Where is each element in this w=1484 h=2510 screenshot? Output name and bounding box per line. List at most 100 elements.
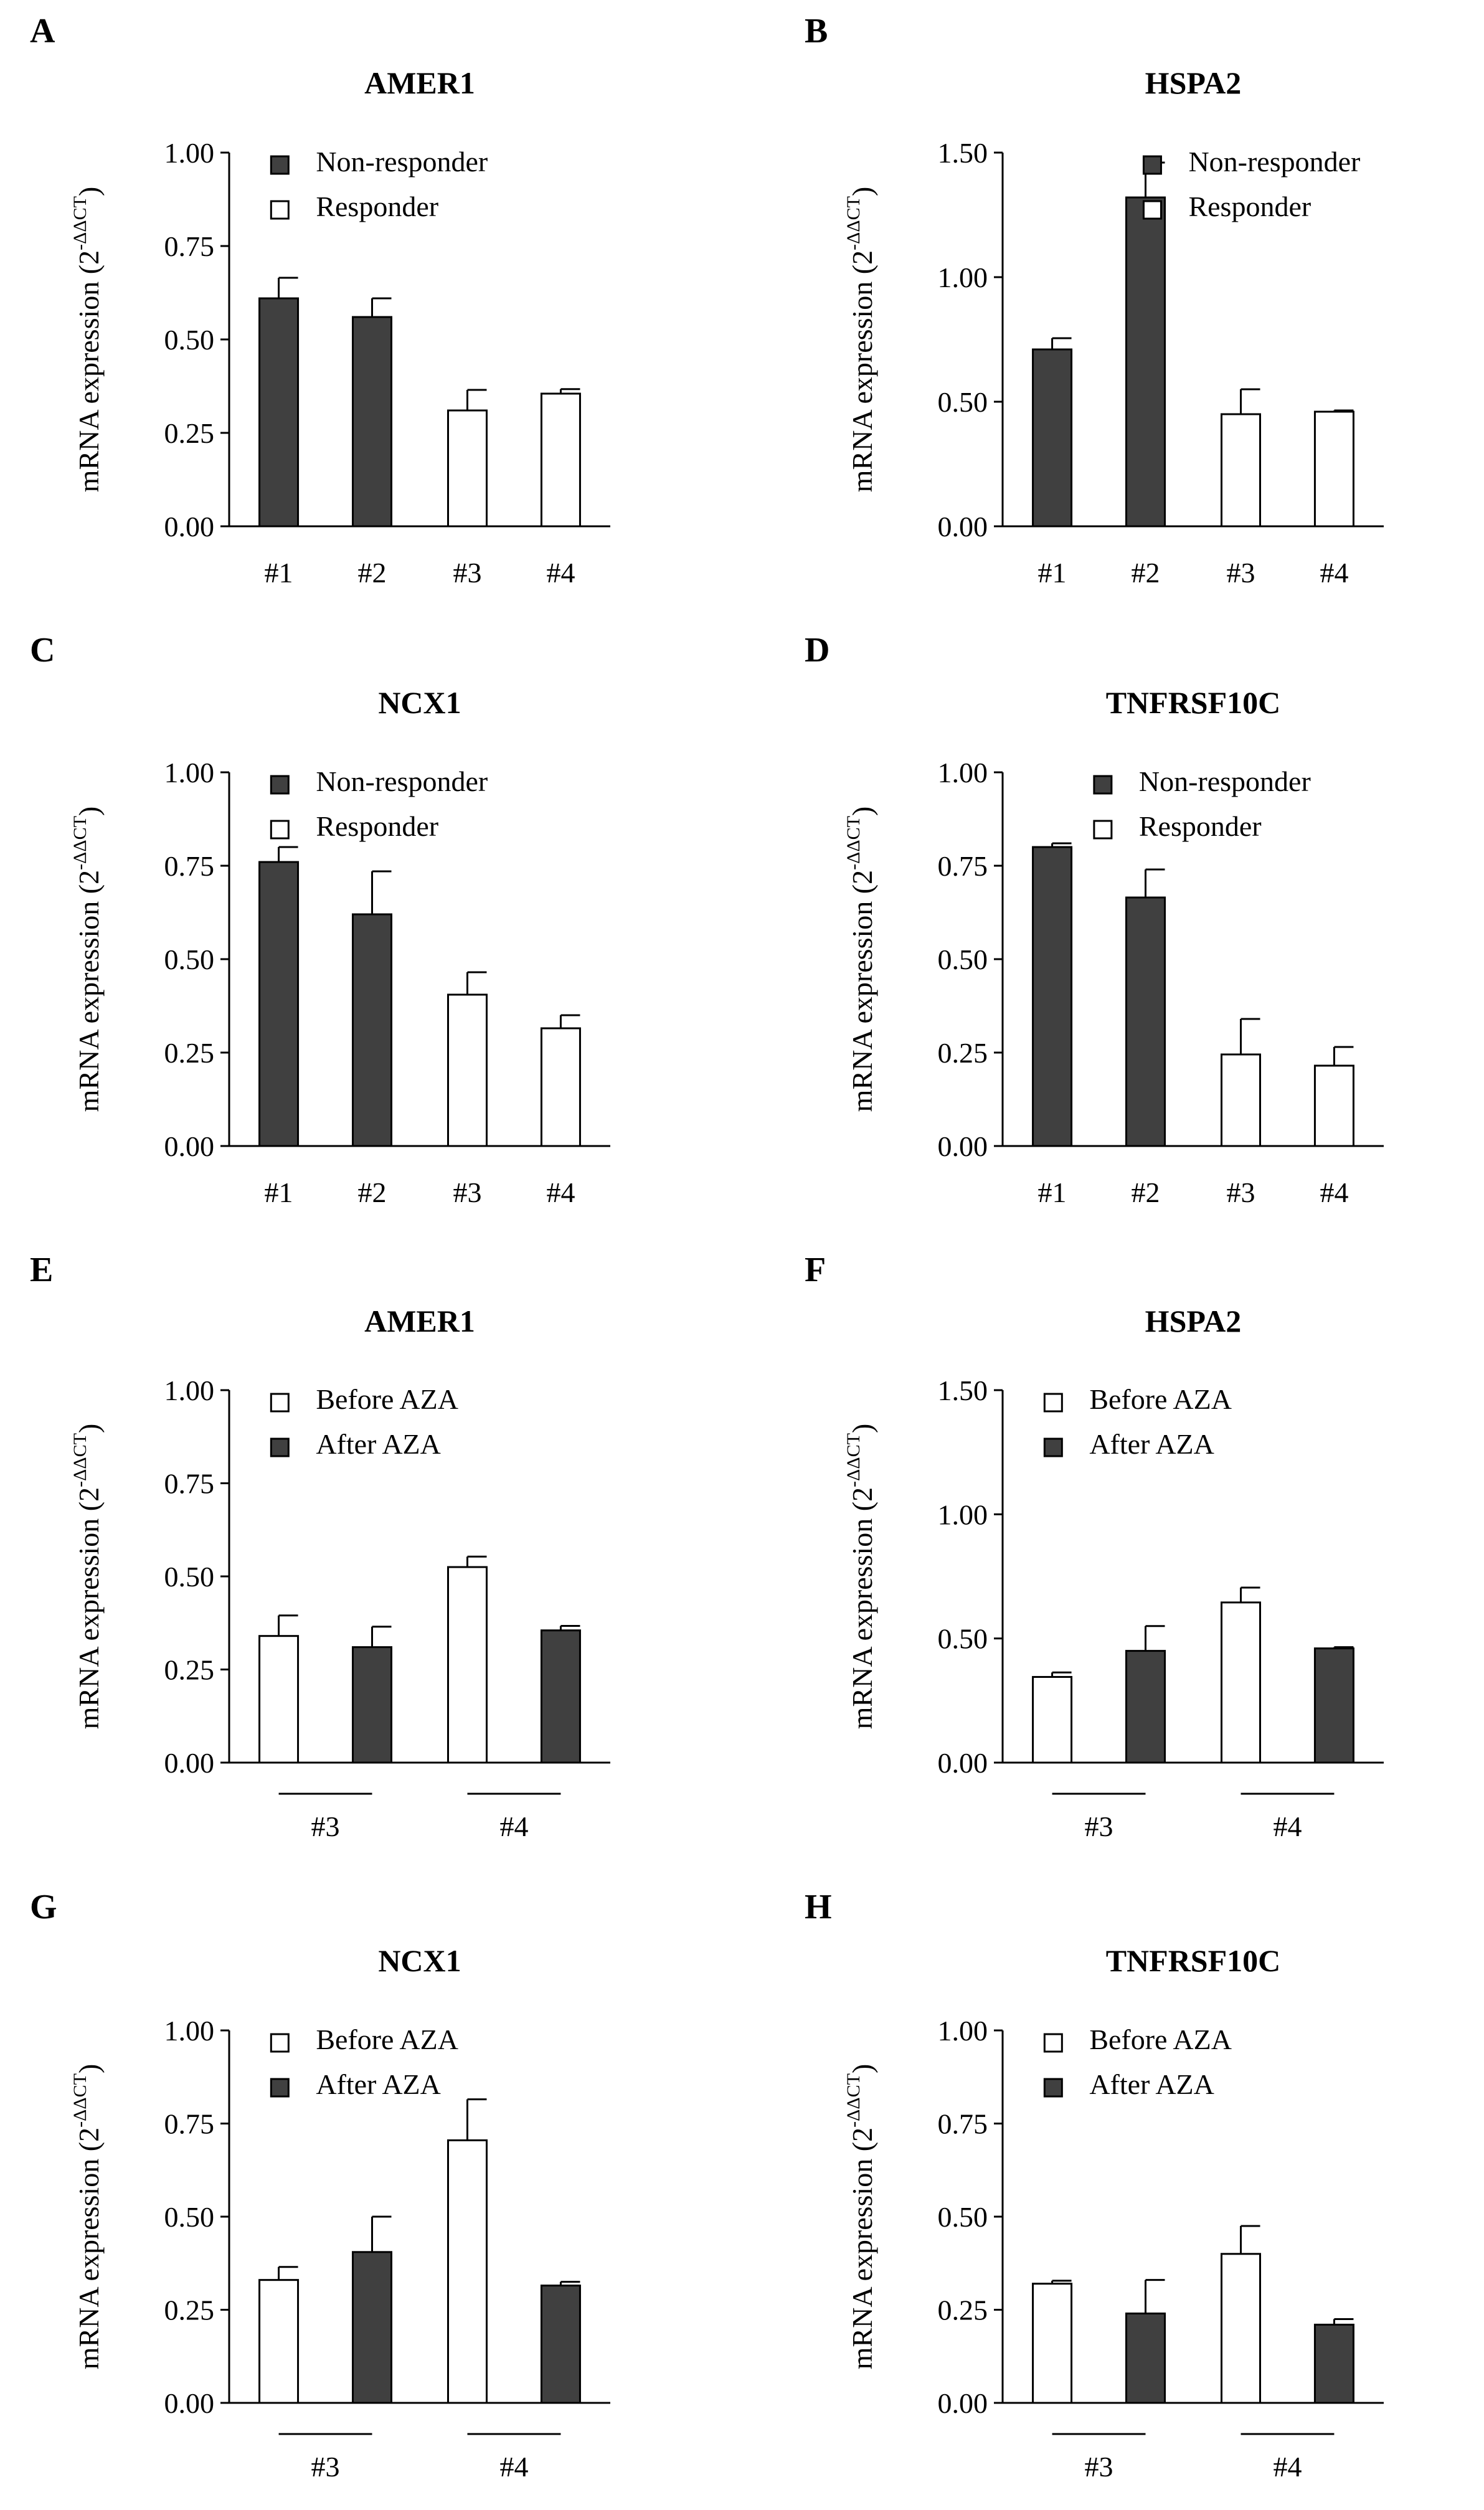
legend-swatch: [1142, 155, 1162, 175]
y-tick-label: 0.75: [164, 2108, 215, 2140]
y-axis-label-main: mRNA expression (2: [73, 2128, 105, 2369]
y-axis-label-close: ): [846, 1424, 878, 1433]
y-tick-label: 0.75: [938, 850, 988, 882]
y-axis-label: mRNA expression (2-ΔΔCT): [70, 2064, 105, 2370]
y-tick-label: 1.50: [938, 137, 988, 169]
panel-letter: F: [805, 1251, 826, 1289]
x-category-label: #1: [265, 557, 293, 589]
y-tick-label: 0.75: [164, 850, 215, 882]
bar: [1221, 1601, 1261, 1764]
legend-swatch: [270, 820, 290, 840]
bar: [1032, 846, 1073, 1147]
bar: [1221, 1053, 1261, 1147]
x-category-label: #3: [311, 1811, 340, 1842]
y-axis-label: mRNA expression (2-ΔΔCT): [843, 1424, 878, 1730]
y-tick-label: 0.50: [164, 1561, 215, 1593]
x-category-label: #3: [1227, 557, 1255, 589]
bar: [447, 2139, 488, 2404]
legend-swatch: [1043, 1437, 1063, 1457]
x-category-label: #4: [1320, 1177, 1348, 1208]
x-category-label: #3: [453, 1177, 482, 1208]
y-axis-label-main: mRNA expression (2: [73, 250, 105, 492]
legend-swatch: [270, 1393, 290, 1413]
y-tick-label: 0.50: [164, 324, 215, 356]
panel-b: B HSPA2 0.00 0.50 1.00 1.50 mRNA expression (2…: [805, 12, 1384, 589]
legend-label: After AZA: [1089, 2068, 1214, 2100]
x-category-label: #3: [1085, 2451, 1113, 2483]
y-axis-label-sup: -ΔΔCT: [70, 196, 90, 250]
legend-label: Responder: [1188, 191, 1311, 222]
bar: [1125, 2312, 1166, 2404]
panel-title: AMER1: [364, 65, 475, 100]
y-axis-label-sup: -ΔΔCT: [843, 2073, 864, 2128]
legend-swatch: [1043, 1393, 1063, 1413]
panel-letter: H: [805, 1888, 832, 1926]
legend-swatch: [270, 200, 290, 220]
x-category-label: #1: [1038, 1177, 1067, 1208]
y-tick-label: 0.25: [938, 2295, 988, 2326]
y-tick-label: 0.75: [164, 1468, 215, 1500]
x-category-label: #2: [358, 557, 387, 589]
bar: [1221, 413, 1261, 528]
bar: [352, 2251, 392, 2404]
y-axis-label-main: mRNA expression (2: [846, 870, 878, 1112]
y-tick-label: 0.00: [938, 2387, 988, 2419]
y-tick-label: 0.50: [164, 2201, 215, 2233]
y-axis-label-sup: -ΔΔCT: [70, 2073, 90, 2128]
y-tick-label: 0.50: [938, 1623, 988, 1655]
legend-swatch: [270, 1437, 290, 1457]
legend-label: After AZA: [316, 2068, 441, 2100]
y-axis-label-sup: -ΔΔCT: [70, 1433, 90, 1487]
panel-title: AMER1: [364, 1304, 475, 1338]
bar: [1221, 2253, 1261, 2404]
y-axis-label-main: mRNA expression (2: [846, 1487, 878, 1729]
y-tick-label: 0.00: [164, 1130, 215, 1162]
bar: [1313, 410, 1354, 528]
legend-swatch: [270, 2033, 290, 2053]
bar: [1313, 1647, 1354, 1764]
bar: [540, 392, 581, 528]
legend-label: Non-responder: [1139, 765, 1311, 797]
legend-swatch: [1043, 2078, 1063, 2098]
bar: [540, 1027, 581, 1147]
panel-g: G NCX1 0.00 0.25 0.50 0.75 1.00 mRNA expression…: [30, 1888, 610, 2483]
panel-letter: C: [30, 631, 55, 670]
y-tick-label: 0.75: [938, 2108, 988, 2140]
y-axis-label: mRNA expression (2-ΔΔCT): [70, 187, 105, 493]
y-tick-label: 0.50: [938, 944, 988, 975]
y-tick-label: 0.50: [164, 944, 215, 975]
bar: [1032, 348, 1073, 528]
y-axis-label-close: ): [73, 1424, 105, 1433]
y-tick-label: 0.25: [938, 1037, 988, 1069]
y-tick-label: 0.25: [164, 417, 215, 449]
y-tick-label: 1.50: [938, 1375, 988, 1406]
legend-label: Before AZA: [316, 2024, 458, 2055]
y-tick-label: 1.00: [938, 757, 988, 789]
y-axis-label-main: mRNA expression (2: [846, 250, 878, 492]
y-axis-label-close: ): [73, 187, 105, 196]
y-tick-label: 0.25: [164, 1654, 215, 1686]
panel-title: HSPA2: [1145, 65, 1242, 100]
y-tick-label: 0.25: [164, 2295, 215, 2326]
legend-label: After AZA: [316, 1428, 441, 1460]
bar: [1032, 2283, 1073, 2404]
legend-swatch: [1093, 775, 1113, 795]
y-axis-label-close: ): [846, 187, 878, 196]
y-axis-label-main: mRNA expression (2: [73, 1487, 105, 1729]
panel-letter: D: [805, 631, 829, 670]
legend-label: Before AZA: [316, 1383, 458, 1415]
bar: [1125, 896, 1166, 1147]
y-axis-label: mRNA expression (2-ΔΔCT): [70, 1424, 105, 1730]
legend-label: Before AZA: [1089, 2024, 1232, 2055]
x-category-label: #2: [358, 1177, 387, 1208]
legend-swatch: [1093, 820, 1113, 840]
legend-label: Responder: [316, 810, 438, 842]
y-tick-label: 1.00: [938, 2015, 988, 2047]
bar: [258, 861, 300, 1147]
y-tick-label: 0.00: [938, 1130, 988, 1162]
x-category-label: #2: [1132, 557, 1160, 589]
legend-label: Responder: [1139, 810, 1262, 842]
y-tick-label: 0.50: [938, 2201, 988, 2233]
panel-letter: B: [805, 12, 828, 50]
x-category-label: #4: [1320, 557, 1348, 589]
